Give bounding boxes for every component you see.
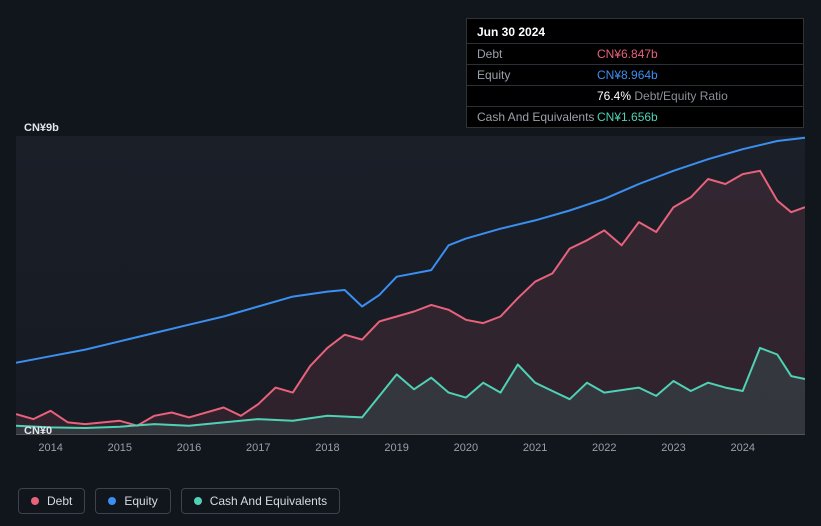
legend-label: Debt [47, 494, 72, 508]
x-tick-label: 2020 [454, 442, 478, 454]
tooltip-row-value: CN¥6.847b [597, 47, 658, 61]
chart-area: CN¥9b CN¥0 20142015201620172018201920202… [0, 122, 821, 462]
x-axis-labels: 2014 2015 2016 2017 2018 2019 2020 2021 2022 2023… [16, 442, 805, 462]
tooltip-date: Jun 30 2024 [467, 19, 803, 44]
legend-item[interactable]: Debt [18, 488, 85, 514]
tooltip-row: EquityCN¥8.964b [467, 65, 803, 86]
plot-bottom-border [16, 434, 805, 435]
x-tick-label: 2014 [38, 442, 62, 454]
plot-region[interactable] [16, 136, 805, 434]
chart-svg [16, 136, 805, 434]
y-axis-min-label: CN¥0 [24, 425, 52, 437]
hover-tooltip: Jun 30 2024 DebtCN¥6.847bEquityCN¥8.964b… [466, 18, 804, 128]
tooltip-row-value: CN¥8.964b [597, 68, 658, 82]
legend-label: Equity [124, 494, 157, 508]
legend-item[interactable]: Cash And Equivalents [181, 488, 340, 514]
y-axis-max-label: CN¥9b [24, 122, 59, 134]
chart-container: Jun 30 2024 DebtCN¥6.847bEquityCN¥8.964b… [0, 0, 821, 526]
tooltip-row-value: 76.4% Debt/Equity Ratio [597, 89, 728, 103]
tooltip-row: DebtCN¥6.847b [467, 44, 803, 65]
x-tick-label: 2015 [108, 442, 132, 454]
x-tick-label: 2016 [177, 442, 201, 454]
tooltip-row-label: Equity [477, 68, 597, 82]
tooltip-row-suffix: Debt/Equity Ratio [631, 89, 728, 103]
tooltip-row-label: Debt [477, 47, 597, 61]
legend-item[interactable]: Equity [95, 488, 170, 514]
x-tick-label: 2017 [246, 442, 270, 454]
legend-dot-icon [108, 497, 116, 505]
legend: Debt Equity Cash And Equivalents [18, 488, 340, 514]
x-tick-label: 2024 [730, 442, 754, 454]
x-tick-label: 2018 [315, 442, 339, 454]
legend-dot-icon [194, 497, 202, 505]
x-tick-label: 2021 [523, 442, 547, 454]
tooltip-row-label [477, 89, 597, 103]
legend-dot-icon [31, 497, 39, 505]
x-tick-label: 2023 [661, 442, 685, 454]
legend-label: Cash And Equivalents [210, 494, 327, 508]
x-tick-label: 2022 [592, 442, 616, 454]
tooltip-row: 76.4% Debt/Equity Ratio [467, 86, 803, 107]
x-tick-label: 2019 [384, 442, 408, 454]
